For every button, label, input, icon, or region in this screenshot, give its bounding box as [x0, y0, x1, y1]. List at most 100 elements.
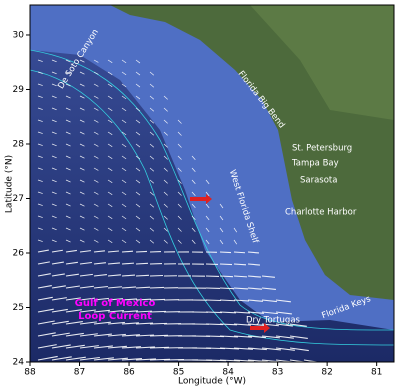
- current-vector: [65, 356, 86, 361]
- current-vector: [37, 320, 55, 325]
- current-vector: [65, 191, 71, 195]
- current-vector: [247, 263, 261, 266]
- current-vector: [219, 203, 224, 209]
- x-tick-label: 85: [173, 368, 184, 378]
- current-field: [37, 59, 321, 362]
- current-vector: [79, 261, 92, 265]
- x-tick-label: 83: [272, 368, 283, 378]
- current-vector: [219, 287, 235, 290]
- current-vector: [79, 143, 85, 147]
- current-vector: [121, 179, 127, 184]
- current-vector: [37, 227, 43, 230]
- x-tick-label: 88: [24, 368, 36, 378]
- current-vector: [219, 251, 232, 254]
- current-vector: [121, 59, 127, 64]
- current-vector: [261, 347, 281, 351]
- current-vector: [121, 262, 135, 265]
- current-vector: [107, 250, 120, 253]
- current-vector: [135, 298, 152, 301]
- current-vector: [121, 227, 127, 232]
- x-tick-label: 87: [74, 368, 85, 378]
- current-vector: [191, 155, 196, 160]
- current-vector: [289, 323, 307, 327]
- current-vector: [51, 344, 71, 349]
- current-vector: [79, 83, 85, 87]
- x-axis-label: Longitude (°W): [178, 377, 246, 387]
- current-vector: [149, 107, 155, 112]
- current-vector: [65, 215, 71, 219]
- current-vector: [107, 333, 126, 337]
- axes-frame: [29, 4, 395, 363]
- y-tick-label: 27: [13, 194, 24, 204]
- current-vector: [37, 249, 49, 253]
- current-vector: [37, 332, 56, 337]
- current-vector: [163, 167, 168, 172]
- current-vector: [93, 167, 99, 171]
- current-vector: [107, 215, 113, 219]
- current-vector: [121, 191, 127, 196]
- current-vector: [247, 275, 261, 278]
- x-tick-label: 84: [222, 368, 234, 378]
- current-vector: [261, 335, 280, 339]
- current-vector: [219, 323, 238, 326]
- current-vector: [121, 131, 127, 136]
- current-vector: [275, 311, 292, 315]
- current-vector: [93, 179, 99, 183]
- current-vector: [177, 239, 182, 244]
- current-vector: [107, 119, 113, 123]
- current-vector: [135, 203, 141, 208]
- current-vector: [93, 250, 105, 253]
- current-vector: [107, 203, 113, 207]
- current-vector: [51, 239, 57, 243]
- current-vector: [37, 119, 43, 122]
- current-vector: [37, 155, 43, 158]
- current-vector: [205, 227, 210, 233]
- current-vector: [135, 155, 141, 160]
- current-vector: [233, 239, 238, 245]
- current-vector: [219, 299, 236, 302]
- current-vector: [233, 311, 251, 314]
- current-vector: [51, 273, 65, 277]
- current-vector: [93, 285, 108, 289]
- current-vector: [247, 335, 266, 339]
- current-vector: [51, 119, 57, 123]
- current-vector: [121, 334, 140, 337]
- current-vector: [233, 275, 248, 278]
- place-label: St. Petersburg: [292, 144, 352, 154]
- current-vector: [289, 347, 309, 352]
- current-vector: [65, 321, 83, 325]
- current-vector: [149, 310, 167, 313]
- current-vector: [65, 309, 82, 313]
- current-vector: [261, 275, 275, 278]
- current-vector: [247, 311, 264, 314]
- current-vector: [79, 345, 99, 349]
- current-vector: [135, 322, 154, 325]
- current-vector: [93, 357, 114, 361]
- current-vector: [121, 155, 127, 160]
- y-tick-label: 28: [13, 139, 25, 149]
- current-vector: [51, 320, 69, 325]
- current-vector: [51, 71, 57, 75]
- current-vector: [93, 309, 110, 313]
- current-vector: [93, 131, 99, 135]
- y-tick-label: 29: [13, 85, 25, 95]
- current-vector: [37, 179, 43, 182]
- current-vector: [135, 262, 149, 265]
- current-vector: [219, 275, 234, 278]
- current-vector: [37, 261, 50, 265]
- current-vector: [121, 250, 134, 253]
- current-vector: [205, 311, 223, 314]
- current-vector: [93, 333, 112, 337]
- current-vector: [163, 239, 168, 244]
- current-vector: [135, 95, 141, 100]
- place-label: Dry Tortugas: [246, 316, 301, 326]
- current-vector: [51, 131, 57, 135]
- place-label: Tampa Bay: [291, 159, 339, 169]
- current-vector: [233, 251, 246, 254]
- current-vector: [79, 167, 85, 171]
- current-vector: [51, 107, 57, 111]
- current-vector: [219, 215, 224, 221]
- current-vector: [205, 179, 210, 185]
- current-vector: [149, 155, 155, 160]
- current-vector: [37, 296, 53, 301]
